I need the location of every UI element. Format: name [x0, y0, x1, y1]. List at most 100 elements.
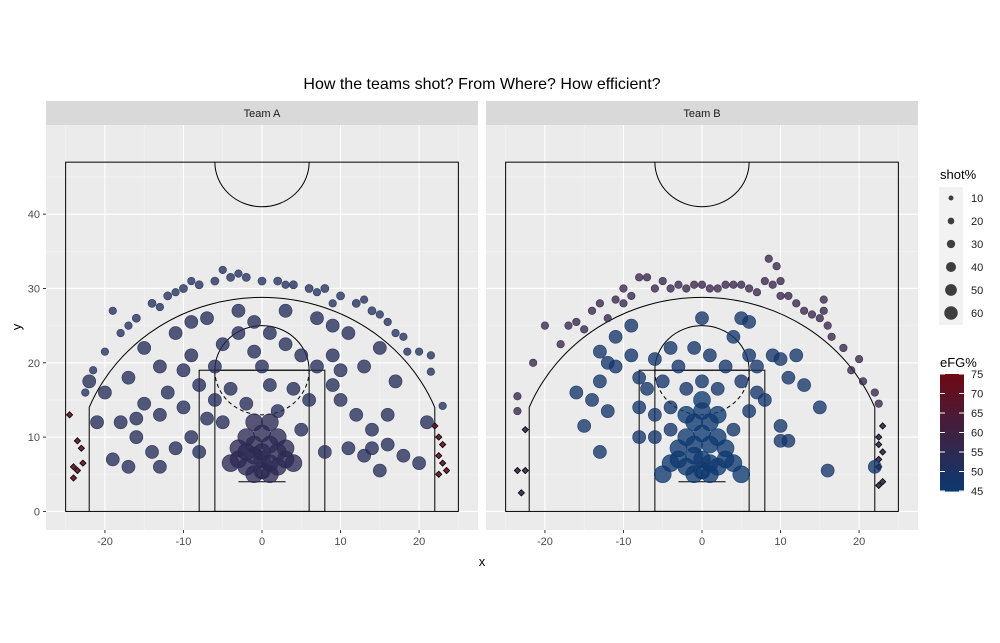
shot-point — [208, 359, 222, 374]
shot-point — [438, 440, 447, 449]
color-legend-label: 65 — [971, 408, 983, 420]
shot-point — [521, 426, 529, 434]
shot-point — [81, 388, 90, 397]
shot-point — [312, 288, 322, 297]
shot-point — [875, 433, 883, 441]
shot-point — [255, 359, 269, 374]
shot-point — [726, 422, 741, 437]
color-legend-bar-segment — [940, 455, 964, 460]
shot-point — [663, 422, 678, 437]
shot-point — [721, 280, 730, 289]
shot-point — [669, 439, 688, 458]
shot-point — [184, 315, 199, 329]
shot-point — [82, 374, 97, 389]
shot-point — [658, 276, 667, 286]
shot-point — [820, 463, 835, 478]
shot-point — [708, 406, 727, 424]
shot-point — [365, 422, 379, 437]
shot-point — [179, 284, 188, 293]
facet-strip — [46, 101, 478, 125]
color-legend-bar-segment — [940, 385, 964, 390]
shot-point — [819, 306, 828, 315]
shot-point — [781, 370, 796, 385]
shot-point — [278, 337, 293, 352]
color-legend-bar-segment — [940, 482, 964, 486]
shot-point — [310, 359, 324, 374]
shot-point — [695, 374, 709, 389]
shot-point — [878, 422, 887, 430]
shot-point — [273, 276, 283, 286]
shot-point — [773, 433, 788, 448]
facet-panels: Team A -20 -10 0 10 20 0 10 20 30 40 Team B -20 -10 0 1… — [28, 101, 918, 548]
y-tick-label: 30 — [28, 283, 40, 295]
shot-point — [585, 393, 599, 407]
shot-point — [847, 366, 856, 375]
shot-point — [261, 465, 279, 484]
shot-point — [710, 381, 725, 396]
shot-point — [635, 273, 644, 282]
shot-point — [800, 306, 809, 315]
shot-point — [194, 280, 204, 290]
color-legend-bar-segment — [940, 412, 964, 416]
shot-point — [789, 348, 804, 363]
color-legend-bar-segment — [940, 429, 964, 434]
shot-point — [304, 284, 314, 293]
shot-point — [819, 295, 828, 304]
shot-point — [655, 374, 670, 389]
shot-point — [69, 463, 78, 471]
shot-point — [878, 448, 887, 456]
shot-point — [391, 328, 400, 338]
shot-point — [89, 366, 98, 375]
shot-point — [192, 445, 207, 459]
shot-point — [168, 326, 183, 340]
shot-point — [116, 328, 125, 338]
shot-point — [677, 406, 696, 424]
shot-point — [671, 359, 686, 374]
shot-point — [333, 393, 348, 407]
size-legend-label: 30 — [971, 239, 983, 251]
shot-point — [294, 348, 309, 363]
shot-point — [874, 399, 883, 408]
color-legend-bar-segment — [940, 441, 964, 445]
facet-strip-label: Team B — [683, 108, 720, 120]
shot-point — [184, 430, 199, 444]
shot-point — [147, 298, 157, 308]
color-legend-bar-segment — [940, 403, 964, 407]
shot-point — [513, 466, 522, 475]
shot-point — [124, 321, 133, 330]
shot-point — [90, 415, 104, 430]
shot-point — [372, 463, 387, 478]
shot-point — [752, 288, 762, 297]
shot-point — [593, 344, 607, 359]
shot-point — [682, 284, 691, 293]
color-legend-bar-segment — [940, 374, 964, 378]
shot-point — [367, 306, 377, 316]
shot-point — [192, 378, 207, 392]
shot-point — [155, 302, 164, 312]
shot-point — [593, 445, 607, 459]
shot-point — [184, 348, 199, 363]
color-legend-bar-segment — [940, 382, 964, 387]
shot-point — [632, 370, 647, 385]
color-legend-bar-segment — [940, 473, 964, 477]
shot-point — [513, 392, 522, 401]
shot-point — [674, 280, 683, 289]
shot-point — [772, 262, 781, 271]
shot-point — [764, 254, 773, 263]
shot-point — [784, 291, 793, 301]
shot-point — [261, 413, 279, 432]
shot-point — [632, 430, 647, 444]
plot-title: How the teams shot? From Where? How effi… — [303, 76, 660, 93]
shot-point — [73, 466, 82, 475]
color-legend-bar-segment — [940, 458, 964, 463]
color-legend-bar-segment — [940, 444, 964, 448]
shot-point — [237, 443, 256, 461]
color-legend-bar-segment — [940, 420, 964, 425]
shot-point — [663, 341, 678, 355]
shot-point — [121, 459, 136, 474]
shot-point — [745, 284, 754, 293]
shot-point — [320, 284, 330, 293]
color-legend-bar-segment — [940, 391, 964, 396]
shot-point — [396, 448, 411, 463]
shot-point — [69, 474, 78, 482]
